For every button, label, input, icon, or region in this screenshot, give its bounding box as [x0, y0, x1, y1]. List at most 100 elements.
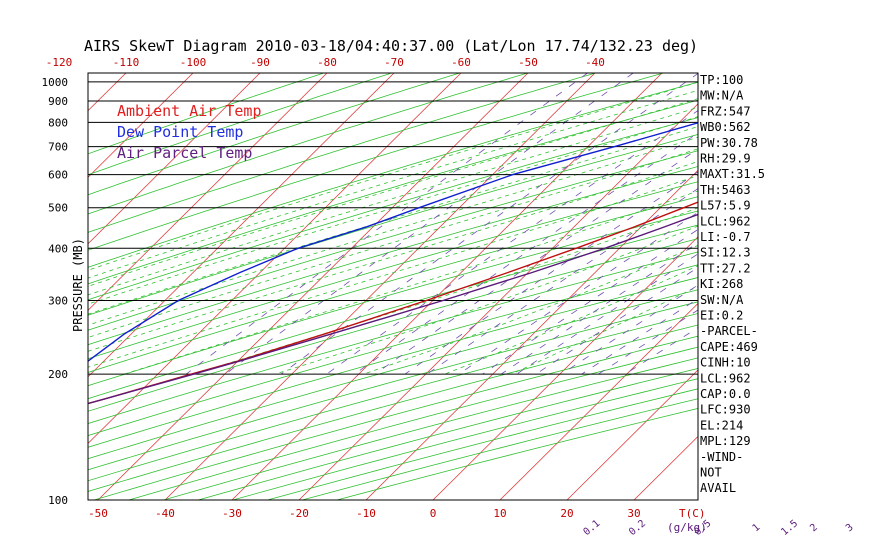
isotherm-line — [164, 73, 596, 500]
index-item: CAP:0.0 — [700, 387, 751, 401]
dry-adiabat — [88, 196, 698, 373]
pressure-tick-label: 200 — [48, 368, 68, 381]
isotherm-line — [88, 73, 395, 378]
index-item: LFC:930 — [700, 403, 751, 417]
bottom-temp-tick-label: 10 — [493, 507, 506, 520]
dry-adiabat — [88, 73, 664, 251]
top-temp-ticks: -120 -110 -100 -90 -80 -70 -60 -50 -40 — [46, 56, 605, 69]
top-temp-tick-label: -90 — [250, 56, 270, 69]
dry-adiabat — [88, 313, 698, 482]
pressure-tick-label: 100 — [48, 494, 68, 507]
dry-adiabat — [88, 166, 698, 346]
pressure-tick-label: 900 — [48, 95, 68, 108]
index-item: EL:214 — [700, 418, 743, 432]
index-item: KI:268 — [700, 277, 743, 291]
pressure-tick-label: 1000 — [42, 76, 69, 89]
isotherm-line — [88, 73, 328, 311]
index-item: L57:5.9 — [700, 199, 751, 213]
index-item: -WIND- — [700, 450, 743, 464]
moist-adiabat — [124, 190, 698, 375]
series-dew-point-temp — [88, 122, 698, 363]
bottom-temp-tick-label: 30 — [627, 507, 640, 520]
legend: Ambient Air Temp Dew Point Temp Air Parcel… — [117, 102, 262, 162]
isotherm-line — [88, 73, 127, 112]
dry-adiabat — [88, 277, 698, 448]
mixing-ratio-tick-label: 1 — [751, 522, 763, 534]
dry-adiabat — [88, 81, 698, 268]
top-temp-tick-label: -100 — [180, 56, 207, 69]
dry-adiabat — [88, 73, 324, 155]
pressure-tick-label: 700 — [48, 141, 68, 154]
bottom-temp-tick-label: -10 — [356, 507, 376, 520]
chart-title: AIRS SkewT Diagram 2010-03-18/04:40:37.0… — [84, 37, 698, 55]
index-item: MAXT:31.5 — [700, 167, 765, 181]
isotherm-line — [298, 103, 698, 500]
isotherm-line — [88, 73, 462, 444]
moist-adiabat — [88, 98, 698, 287]
dry-adiabat — [88, 210, 698, 387]
moist-adiabat — [88, 136, 698, 326]
mixing-ratio-tick-label: 2 — [808, 522, 820, 534]
pressure-tick-label: 500 — [48, 202, 68, 215]
index-item: SW:N/A — [700, 293, 744, 307]
pressure-tick-label: 300 — [48, 294, 68, 307]
index-item: TH:5463 — [700, 183, 751, 197]
dry-adiabat — [336, 408, 698, 500]
isobar-lines — [88, 81, 698, 501]
profile-lines — [88, 122, 698, 405]
index-item: NOT — [700, 466, 722, 480]
index-item: PW:30.78 — [700, 136, 758, 150]
mixing-ratio-tick-label: 0.1 — [581, 518, 602, 538]
index-item: LI:-0.7 — [700, 230, 751, 244]
moist-adiabat — [444, 265, 698, 375]
pressure-tick-label: 600 — [48, 169, 68, 182]
index-item: LCL:962 — [700, 214, 751, 228]
series-air-parcel-temp — [88, 213, 698, 405]
mixing-ratio-line — [500, 242, 698, 375]
dry-adiabat — [198, 368, 698, 500]
dry-adiabat — [88, 289, 698, 460]
isotherm-line — [499, 302, 698, 500]
isotherm-line — [768, 73, 870, 500]
mixing-ratio-line — [280, 73, 698, 375]
isotherm-line — [0, 73, 59, 500]
pressure-ticks: 100 200 300 400 500 600 700 800 900 1000 — [42, 76, 69, 507]
moist-adiabat — [88, 126, 698, 315]
bottom-temp-ticks: -50 -40 -30 -20 -10 0 10 20 30 — [88, 507, 641, 520]
bottom-temp-tick-label: 20 — [560, 507, 573, 520]
isotherm-line — [365, 169, 698, 500]
legend-entry: Ambient Air Temp — [117, 102, 262, 120]
legend-entry: Air Parcel Temp — [117, 144, 252, 162]
dry-adiabat — [88, 238, 698, 412]
dry-adiabat — [88, 73, 460, 196]
dry-adiabat — [88, 73, 392, 176]
index-item: LCL:962 — [700, 371, 751, 385]
moist-adiabat — [88, 161, 698, 352]
isotherm-line — [432, 236, 698, 500]
mixing-ratio-tick-label: 3 — [844, 522, 856, 534]
dry-adiabat — [88, 224, 698, 400]
index-item: SI:12.3 — [700, 246, 751, 260]
top-temp-tick-label: -60 — [451, 56, 471, 69]
top-temp-tick-label: -50 — [518, 56, 538, 69]
moist-adiabat — [363, 245, 698, 375]
bottom-temp-tick-label: 0 — [430, 507, 437, 520]
dry-adiabat — [88, 251, 698, 425]
dry-adiabat — [88, 117, 698, 301]
dry-adiabat — [232, 378, 698, 500]
grid-lines — [0, 73, 870, 500]
index-item: -PARCEL- — [700, 324, 758, 338]
bottom-temp-tick-label: -40 — [155, 507, 175, 520]
index-item: MPL:129 — [700, 434, 751, 448]
mixing-ratio-tick-label: 0.2 — [627, 518, 648, 538]
dry-adiabat — [88, 301, 698, 471]
y-axis-label: PRESSURE (MB) — [71, 238, 85, 332]
plot-frame — [87, 72, 699, 501]
index-item: CAPE:469 — [700, 340, 758, 354]
index-item: EI:0.2 — [700, 309, 743, 323]
pressure-tick-label: 400 — [48, 242, 68, 255]
isotherm-line — [566, 369, 698, 500]
pressure-tick-label: 800 — [48, 116, 68, 129]
mixing-ratio-line — [458, 211, 698, 375]
